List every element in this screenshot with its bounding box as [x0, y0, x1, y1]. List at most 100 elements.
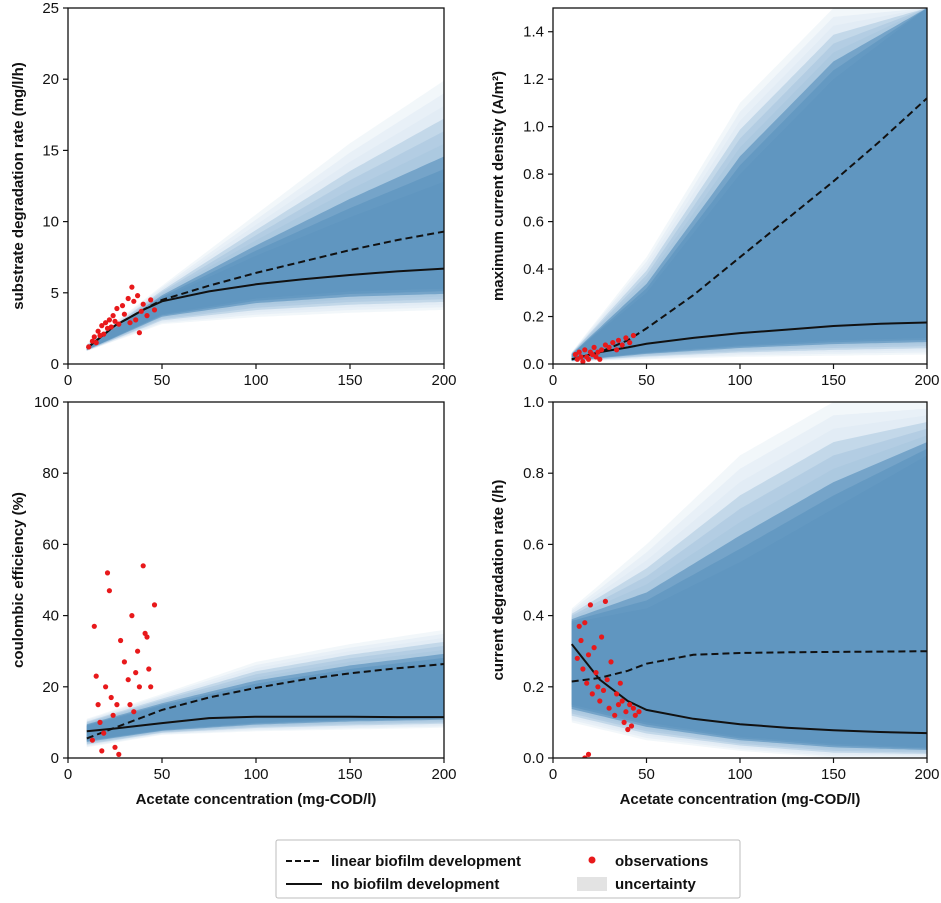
- observation-point: [101, 331, 107, 337]
- y-tick-label: 0.0: [523, 750, 544, 767]
- observation-point: [615, 337, 622, 343]
- panel-2: 0 50 100 150 200 0.0 0.2 0.4 0.6 0.8 1.0 1.2 1.4 maxi…: [490, 7, 940, 389]
- observation-point: [582, 347, 588, 353]
- y-tick-label: 0.4: [523, 261, 544, 278]
- observation-point: [584, 680, 590, 686]
- x-tick-label: 50: [154, 766, 171, 783]
- observation-point: [587, 602, 594, 608]
- observation-point: [110, 313, 116, 319]
- y-tick-label: 0.2: [523, 309, 544, 326]
- observation-point: [602, 598, 609, 605]
- observation-point: [136, 684, 142, 690]
- observation-point: [131, 298, 137, 304]
- observation-point: [125, 295, 131, 302]
- observation-point: [97, 719, 103, 726]
- observation-point: [591, 645, 597, 651]
- y-tick-label: 20: [42, 679, 59, 696]
- observation-point: [151, 307, 158, 313]
- observation-point: [627, 340, 633, 346]
- observation-point: [632, 712, 638, 718]
- series-line-no-biofilm: [570, 643, 927, 735]
- observation-point: [585, 751, 592, 758]
- plot-area: [571, 8, 927, 364]
- y-axis-label: coulombic efficiency (%): [10, 492, 27, 668]
- observation-point: [593, 670, 599, 676]
- observation-point: [101, 730, 107, 736]
- x-tick-label: 100: [243, 372, 268, 389]
- observation-point: [112, 744, 118, 750]
- legend-frame: [275, 839, 741, 899]
- x-tick-label: 0: [64, 766, 72, 783]
- observation-point: [119, 303, 126, 309]
- observation-point: [582, 620, 588, 626]
- observation-point: [95, 328, 101, 334]
- observation-point: [623, 709, 629, 715]
- observation-point: [572, 351, 579, 358]
- legend-label-linear: linear biofilm development: [331, 853, 521, 870]
- observation-point: [608, 659, 614, 665]
- observation-point: [599, 634, 605, 640]
- observation-point: [103, 320, 109, 326]
- observation-point: [606, 705, 612, 711]
- observation-point: [131, 709, 137, 715]
- legend-label-uncertainty: uncertainty: [615, 876, 697, 893]
- x-tick-label: 150: [337, 372, 362, 389]
- series-line-no-biofilm: [86, 715, 444, 733]
- y-tick-label: 5: [51, 285, 59, 302]
- observation-point: [595, 684, 601, 690]
- observation-point: [103, 684, 109, 690]
- observation-point: [630, 705, 637, 711]
- observation-point: [135, 293, 141, 299]
- observation-point: [148, 297, 154, 303]
- x-axis-label: Acetate concentration (mg-COD/l): [136, 791, 377, 808]
- observation-point: [116, 321, 122, 327]
- observation-point: [597, 356, 603, 362]
- observation-point: [127, 702, 133, 708]
- observation-point: [93, 340, 99, 346]
- observation-point: [144, 634, 150, 640]
- panel-3: 0 50 100 150 200 0 20 40 60 80 100 coulombic effici…: [10, 394, 457, 808]
- y-tick-label: 0: [51, 750, 59, 767]
- series-line-linear-biofilm: [571, 650, 927, 683]
- x-tick-label: 200: [914, 372, 939, 389]
- y-tick-label: 1.0: [523, 394, 544, 411]
- observation-point: [610, 340, 616, 346]
- y-tick-label: 0.6: [523, 536, 544, 553]
- observation-point: [121, 311, 127, 317]
- x-tick-label: 150: [821, 766, 846, 783]
- y-tick-label: 1.0: [523, 119, 544, 136]
- uncertainty-band: [571, 455, 927, 748]
- uncertainty-band: [86, 181, 444, 350]
- observation-point: [602, 342, 609, 348]
- x-axis-label: Acetate concentration (mg-COD/l): [620, 791, 861, 808]
- series-line-linear-biofilm: [571, 97, 927, 361]
- observation-point: [99, 748, 105, 754]
- observation-point: [621, 719, 627, 726]
- observation-point: [114, 305, 120, 312]
- observation-point: [112, 318, 118, 324]
- observation-point: [612, 712, 618, 718]
- observation-point: [625, 726, 631, 733]
- observation-point: [604, 677, 610, 683]
- x-tick-label: 0: [549, 766, 557, 783]
- series-line-linear-biofilm: [86, 663, 444, 740]
- y-tick-label: 1.2: [523, 71, 544, 88]
- observation-point: [86, 344, 92, 350]
- x-tick-label: 100: [727, 372, 752, 389]
- observation-point: [106, 588, 112, 594]
- observation-point: [578, 354, 584, 360]
- observation-point: [125, 677, 131, 683]
- observation-point: [116, 751, 122, 758]
- y-tick-label: 80: [42, 465, 59, 482]
- y-axis-label: current degradation rate (/h): [490, 480, 507, 681]
- observation-point: [599, 347, 605, 353]
- x-tick-label: 50: [154, 372, 171, 389]
- observation-point: [585, 652, 592, 658]
- y-tick-label: 0.8: [523, 166, 544, 183]
- observation-point: [578, 637, 584, 644]
- observation-point: [129, 613, 135, 619]
- y-tick-label: 40: [42, 608, 59, 625]
- observation-point: [630, 332, 637, 339]
- legend-observation-marker: [588, 856, 596, 864]
